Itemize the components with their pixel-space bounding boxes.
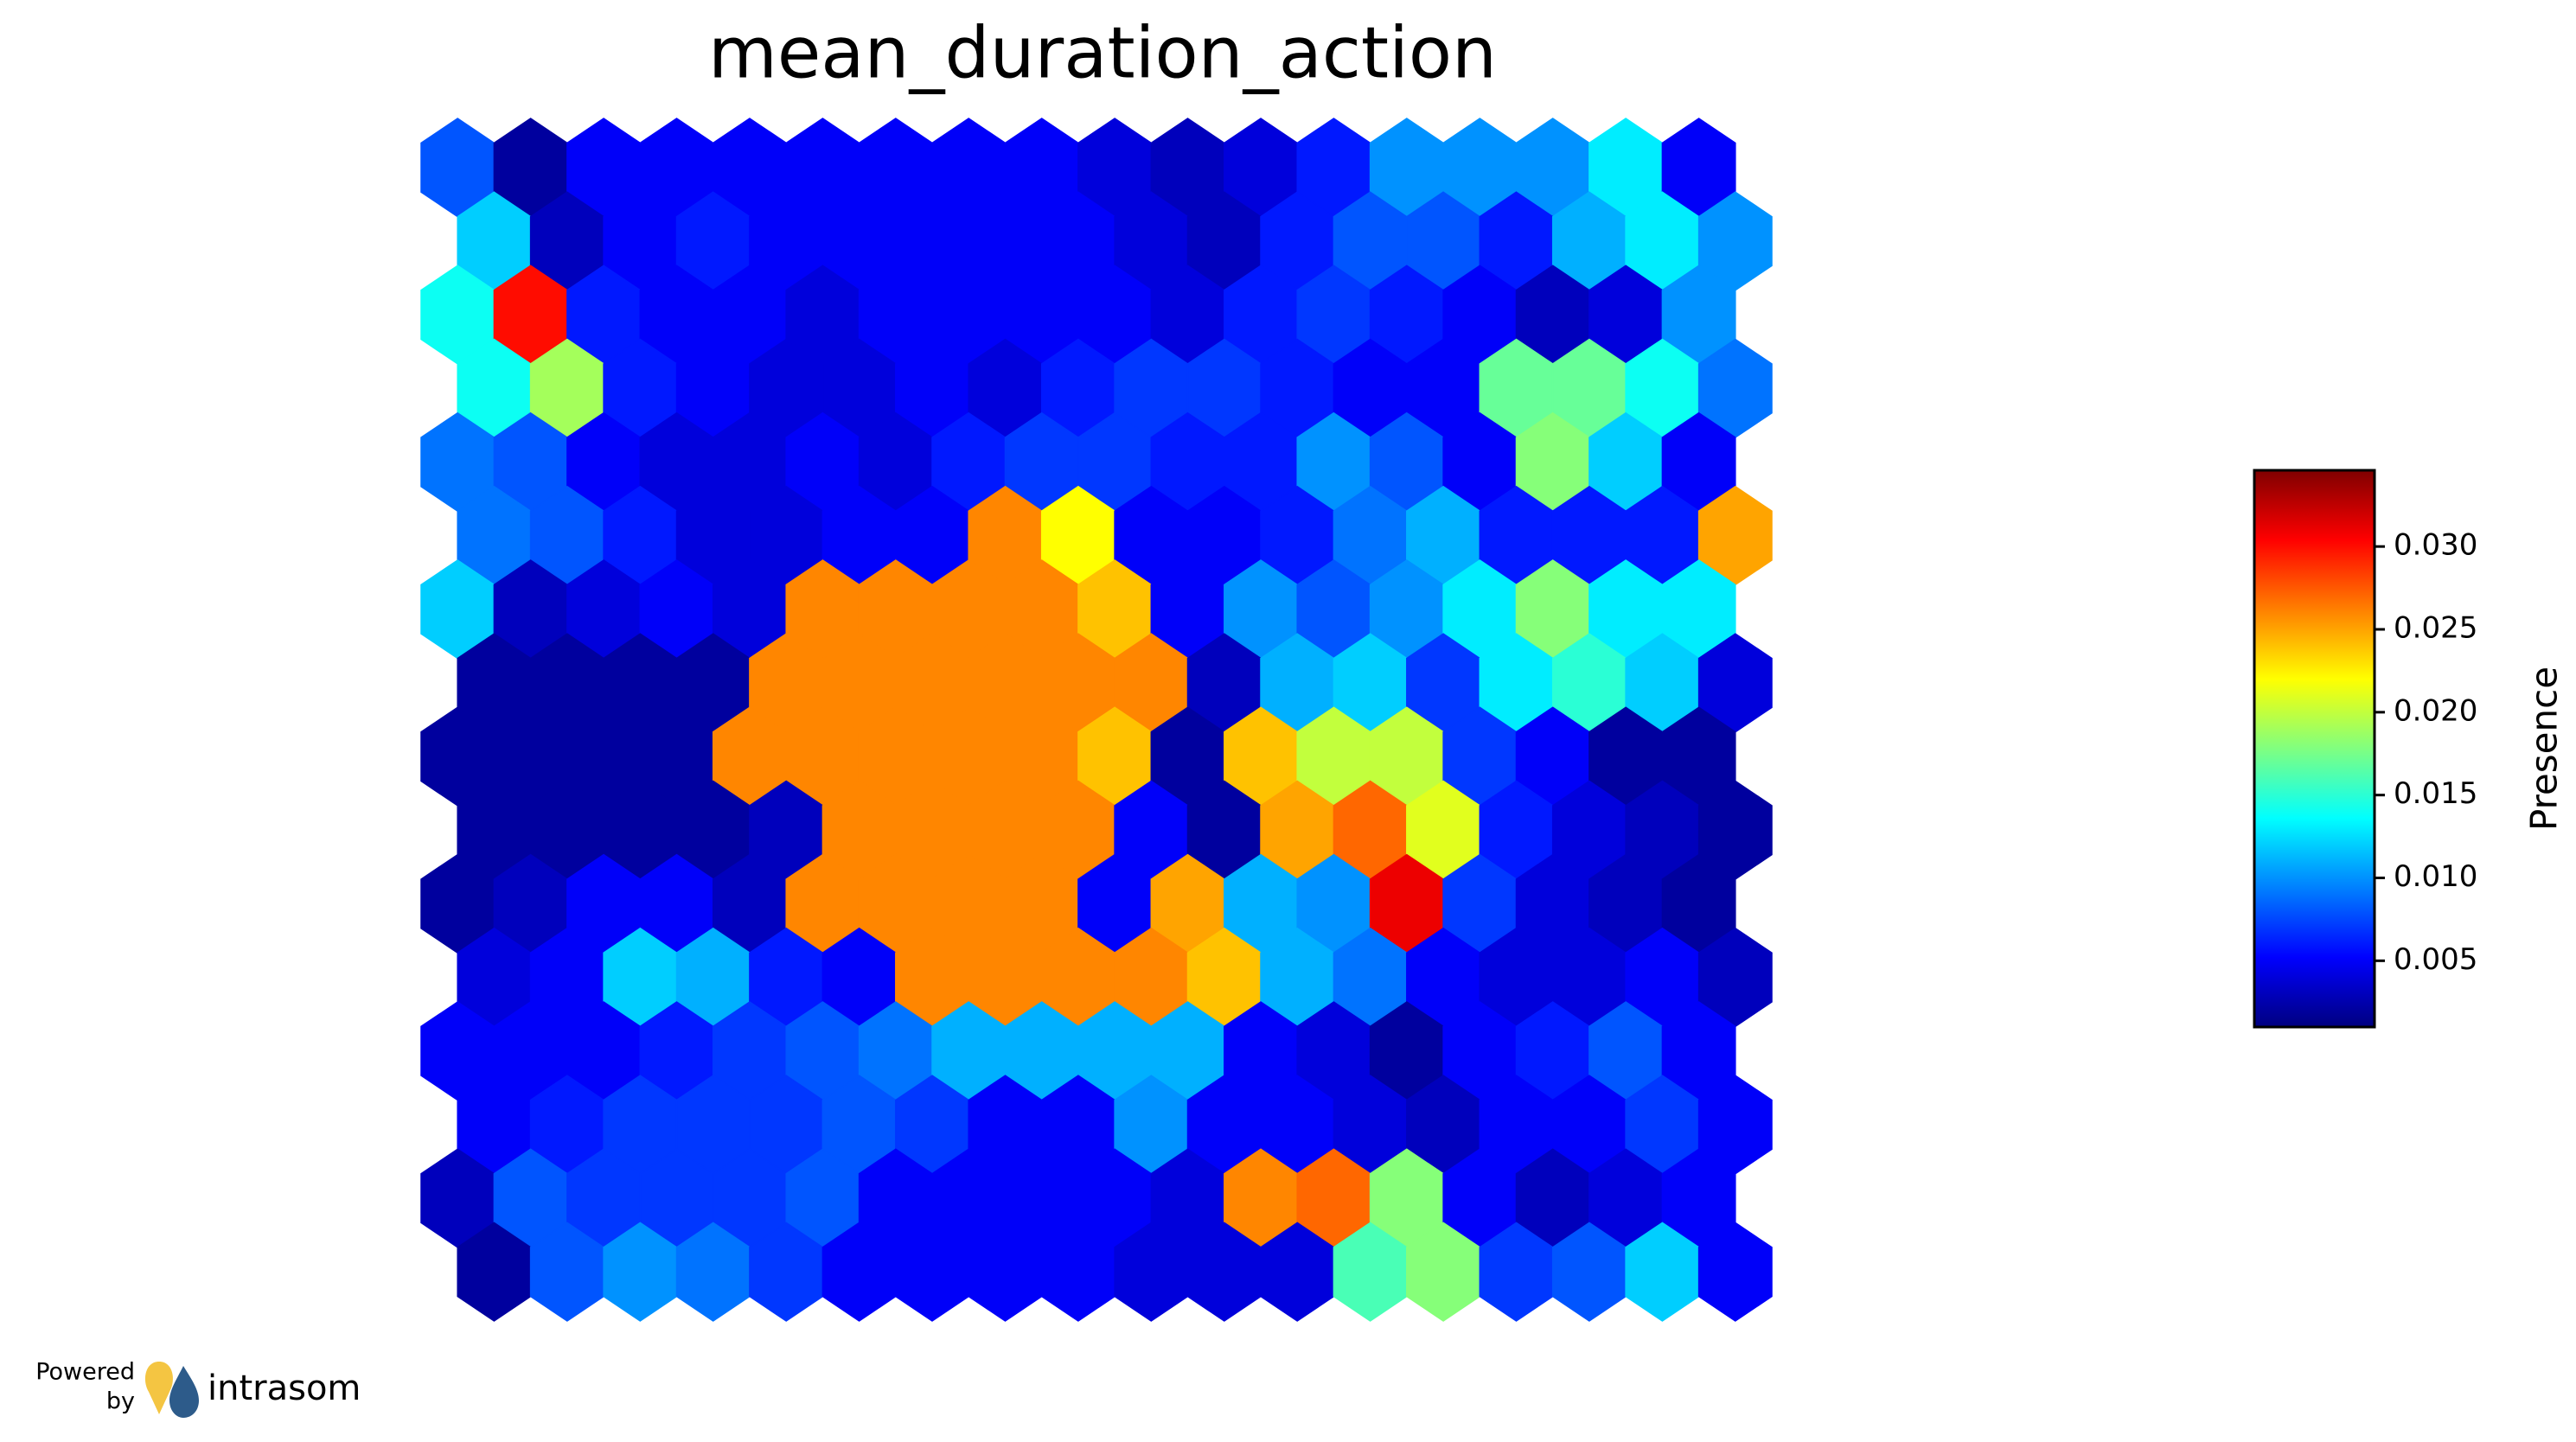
logo-drop-yellow — [145, 1362, 173, 1414]
colorbar-tick-label: 0.025 — [2394, 611, 2477, 646]
logo-drop-blue — [169, 1366, 199, 1418]
colorbar-label: Presence — [2523, 667, 2566, 831]
colorbar-tick-label: 0.010 — [2394, 859, 2477, 894]
colorbar-ticks: 0.005 0.010 0.015 0.020 0.025 0.030 — [2375, 528, 2477, 977]
footer-logo: Powered by intrasom — [35, 1359, 361, 1418]
hex-cell — [1697, 1222, 1773, 1322]
colorbar-tick-label: 0.015 — [2394, 776, 2477, 811]
brand-text: intrasom — [208, 1369, 361, 1408]
colorbar-tick-label: 0.030 — [2394, 528, 2477, 563]
colorbar-tick-label: 0.020 — [2394, 693, 2477, 728]
colorbar-tick-label: 0.005 — [2394, 942, 2477, 977]
chart-title: mean_duration_action — [708, 12, 1497, 94]
powered-text: Powered — [35, 1359, 135, 1386]
by-text: by — [106, 1388, 135, 1415]
hex-map — [420, 118, 1773, 1322]
colorbar — [2253, 469, 2376, 1029]
